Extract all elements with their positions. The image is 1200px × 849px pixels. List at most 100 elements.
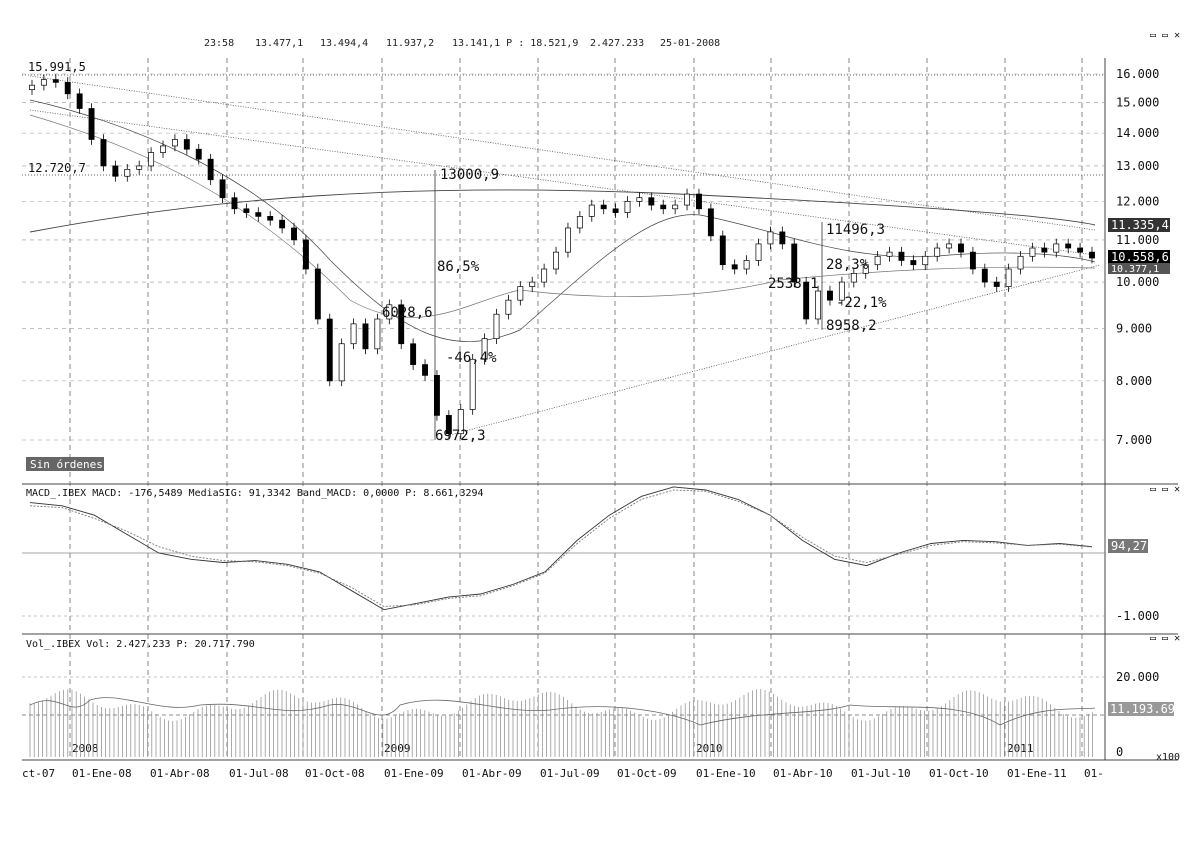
- macd-value-label: 94,27: [1111, 539, 1147, 553]
- candle: [76, 88, 83, 114]
- candle: [553, 246, 559, 275]
- price-tick-label: 7.000: [1116, 433, 1152, 447]
- candle: [279, 214, 286, 234]
- header-close: 13.141,1 P : 18.521,9: [452, 38, 578, 49]
- macd-header: MACD_.IBEX MACD: -176,5489 MediaSIG: 91,…: [26, 488, 484, 499]
- trendline-support: [449, 264, 1101, 436]
- trendline-2: [29, 109, 1096, 256]
- vertical-gridlines: [69, 58, 1083, 760]
- volume-header: Vol_.IBEX Vol: 2.427.233 P: 20.717.790: [26, 639, 255, 650]
- candle: [815, 285, 822, 325]
- candle: [362, 318, 369, 355]
- candle: [612, 203, 619, 218]
- volume-average-line: [29, 697, 1096, 726]
- candle: [1017, 251, 1024, 275]
- candle: [195, 143, 202, 165]
- main-panel-window-icons[interactable]: ▭ ▭ ✕: [1150, 30, 1180, 41]
- candle: [541, 263, 548, 288]
- candle: [862, 259, 869, 279]
- candle: [326, 313, 333, 387]
- orders-badge-bg[interactable]: [26, 457, 104, 471]
- candle: [696, 188, 702, 215]
- lower-price-label: 10.377,1: [1111, 264, 1159, 275]
- candle: [803, 276, 810, 325]
- header-volume: 2.427.233: [590, 38, 644, 49]
- year-label: 2010: [696, 742, 723, 755]
- candle: [898, 246, 905, 266]
- candle: [207, 153, 214, 186]
- trendline-1: [29, 75, 1096, 231]
- candle: [707, 203, 714, 242]
- candle: [374, 313, 381, 355]
- candle: [588, 199, 595, 222]
- candle: [1065, 238, 1072, 254]
- candle: [1077, 242, 1084, 258]
- year-labels: 2008 2009 2010 2011: [72, 742, 1034, 755]
- candle: [267, 211, 274, 226]
- candle: [302, 234, 309, 275]
- macd-value-box: [1108, 539, 1148, 553]
- x-tick-label: 01-Ene-10: [696, 767, 756, 780]
- header-high: 13.494,4: [320, 38, 368, 49]
- candle: [64, 77, 71, 100]
- x-tick-label: 01-Abr-08: [150, 767, 210, 780]
- candle: [910, 255, 917, 271]
- candle: [969, 246, 976, 275]
- candle: [624, 196, 631, 218]
- year-label: 2009: [384, 742, 411, 755]
- volume-value-box: [1108, 702, 1174, 716]
- x-tick-label: ct-07: [22, 767, 55, 780]
- upper-price-box: [1108, 218, 1170, 232]
- candle: [827, 285, 833, 306]
- level-label-mid: 12.720,7: [28, 161, 86, 175]
- candle: [850, 268, 857, 288]
- candle: [1041, 242, 1048, 258]
- candle: [481, 333, 488, 365]
- candle: [314, 263, 321, 325]
- candle: [719, 230, 726, 271]
- candle: [946, 238, 953, 254]
- candle: [398, 299, 405, 350]
- candlestick-series: [29, 74, 1095, 440]
- price-tick-label: 13.000: [1116, 159, 1159, 173]
- price-tick-label: 10.000: [1116, 275, 1159, 289]
- candle: [445, 410, 452, 440]
- candle: [600, 199, 607, 215]
- header-time: 23:58: [204, 38, 234, 49]
- candle: [874, 251, 881, 271]
- candle: [350, 318, 357, 350]
- annotation-2538-1: 2538,1: [768, 276, 819, 292]
- candle: [338, 338, 345, 387]
- candle: [112, 160, 119, 182]
- candle: [255, 207, 262, 222]
- candle: [958, 238, 964, 258]
- annotation-6972-3: 6972,3: [435, 428, 486, 444]
- candle: [148, 147, 155, 172]
- candle: [100, 134, 107, 172]
- volume-tick-20000: 20.000: [1116, 670, 1159, 684]
- x-tick-label: 01-Abr-10: [773, 767, 833, 780]
- candle: [648, 192, 655, 211]
- x-tick-label: 01-Oct-08: [305, 767, 365, 780]
- candle: [1089, 246, 1095, 264]
- candle: [576, 211, 583, 234]
- candle: [922, 251, 929, 271]
- x-tick-label: 01-Ene-08: [72, 767, 132, 780]
- x-tick-label: 01-Jul-10: [851, 767, 911, 780]
- candle: [934, 242, 941, 262]
- annotation-11496-3: 11496,3: [826, 222, 885, 238]
- quote-header: 23:58 13.477,1 13.494,4 11.937,2 13.141,…: [204, 38, 720, 49]
- annotation-22-1: -22,1%: [836, 295, 887, 311]
- annotation-13000-9: 13000,9: [440, 167, 499, 183]
- candle: [1005, 263, 1012, 292]
- header-open: 13.477,1: [255, 38, 303, 49]
- candle: [755, 238, 762, 266]
- volume-value-label: 11.193.690: [1110, 702, 1182, 716]
- header-date: 25-01-2008: [660, 38, 720, 49]
- macd-panel-window-icons[interactable]: ▭ ▭ ✕: [1150, 484, 1180, 495]
- orders-badge[interactable]: Sin órdenes: [30, 458, 103, 471]
- candle: [886, 246, 893, 262]
- volume-tick-0: 0: [1116, 745, 1123, 759]
- volume-panel-window-icons[interactable]: ▭ ▭ ✕: [1150, 633, 1180, 644]
